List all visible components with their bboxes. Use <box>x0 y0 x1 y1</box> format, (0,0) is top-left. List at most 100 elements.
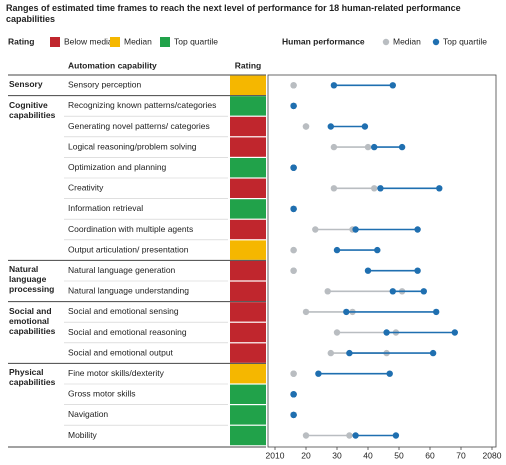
x-tick-label: 60 <box>425 450 435 460</box>
range-dot <box>436 185 443 192</box>
range-dot <box>364 143 372 151</box>
row-label: Creativity <box>68 183 104 193</box>
plot-frame <box>267 74 497 448</box>
x-tick-label: 2080 <box>483 450 502 460</box>
range-dot <box>302 432 310 439</box>
row-label: Recognizing known patterns/categories <box>68 100 216 110</box>
rating-cell <box>230 322 266 343</box>
range-dot <box>324 288 331 295</box>
legend-swatch <box>160 37 170 47</box>
row-label: Generating novel patterns/ categories <box>68 121 210 131</box>
range-dot <box>290 102 297 110</box>
rating-cell <box>230 137 266 157</box>
row-label: Mobility <box>68 430 98 440</box>
row-label: Social and emotional sensing <box>68 306 179 316</box>
rating-cell <box>230 343 266 363</box>
row-label: Sensory perception <box>68 80 142 90</box>
range-dot <box>290 205 297 213</box>
range-dot <box>433 308 440 316</box>
range-dot <box>315 370 322 377</box>
x-tick-label: 20 <box>301 450 311 460</box>
group-label: Social and emotional capabilities <box>9 305 56 336</box>
range-dot <box>290 411 297 419</box>
row-label: Natural language understanding <box>68 286 189 296</box>
range-dot <box>302 123 310 130</box>
range-dot <box>420 288 427 295</box>
legend-title: Human performance <box>282 36 365 46</box>
row-label: Output articulation/ presentation <box>68 244 189 254</box>
x-tick-label: 2010 <box>266 450 285 460</box>
range-dot <box>290 82 297 89</box>
group-label: Natural language processing <box>9 264 55 295</box>
range-dot <box>346 432 353 439</box>
legend-marker <box>432 38 440 46</box>
x-tick-label: 30 <box>332 450 342 460</box>
range-dot <box>389 288 396 295</box>
range-dot <box>333 329 341 336</box>
legend-swatch <box>50 37 60 47</box>
range-dot <box>383 329 390 336</box>
column-header: Rating <box>235 60 261 70</box>
x-tick-label: 70 <box>456 450 466 460</box>
row-label: Social and emotional output <box>68 347 174 357</box>
range-dot <box>429 349 437 357</box>
range-dot <box>327 349 334 357</box>
range-dot <box>343 308 350 316</box>
legend-label: Top quartile <box>443 36 487 46</box>
row-label: Fine motor skills/dexterity <box>68 368 165 378</box>
row-label: Natural language generation <box>68 265 176 275</box>
rating-cell <box>230 302 266 322</box>
range-dot <box>312 226 319 233</box>
row-label: Social and emotional reasoning <box>68 327 187 337</box>
range-dot <box>290 246 297 254</box>
range-dot <box>374 246 381 254</box>
range-dot <box>290 391 297 398</box>
range-dot <box>386 370 393 377</box>
range-dot <box>333 246 341 254</box>
range-dot <box>371 143 378 151</box>
range-dot <box>371 185 378 192</box>
range-dot <box>290 370 297 377</box>
row-label: Logical reasoning/problem solving <box>68 141 197 151</box>
range-dot <box>302 308 310 316</box>
range-dot <box>364 267 372 274</box>
rating-cell <box>230 240 266 260</box>
range-dot <box>377 185 384 192</box>
legend-label: Top quartile <box>174 36 218 46</box>
rating-cell <box>230 96 266 116</box>
range-dot <box>451 329 458 336</box>
legend-label: Below median <box>64 36 118 46</box>
range-dot <box>327 123 334 130</box>
rating-cell <box>230 75 266 95</box>
group-label: Physical capabilities <box>9 367 56 388</box>
row-label: Gross motor skills <box>68 389 136 399</box>
rating-cell <box>230 425 266 446</box>
row-label: Optimization and planning <box>68 162 167 172</box>
rating-cell <box>230 158 266 178</box>
rating-cell <box>230 199 266 219</box>
range-dot <box>398 143 406 151</box>
chart-title: Ranges of estimated time frames to reach… <box>6 3 461 24</box>
rating-cell <box>230 281 266 301</box>
rating-cell <box>230 116 266 137</box>
row-label: Information retrieval <box>68 203 143 213</box>
range-dot <box>330 185 338 192</box>
range-dot <box>290 164 297 171</box>
group-label: Cognitive capabilities <box>9 99 56 120</box>
rating-cell <box>230 384 266 404</box>
rating-cell <box>230 405 266 425</box>
row-label: Navigation <box>68 409 108 419</box>
group-label: Sensory <box>9 79 43 89</box>
range-dot <box>346 349 353 357</box>
range-dot <box>290 267 297 274</box>
rating-cell <box>230 364 266 384</box>
column-header: Automation capability <box>68 60 157 70</box>
x-tick-label: 40 <box>363 450 373 460</box>
range-dot <box>389 82 396 89</box>
range-dot <box>352 226 359 233</box>
range-dot <box>330 143 338 151</box>
range-dot <box>414 226 421 233</box>
x-tick-label: 50 <box>394 450 404 460</box>
rating-cell <box>230 219 266 240</box>
